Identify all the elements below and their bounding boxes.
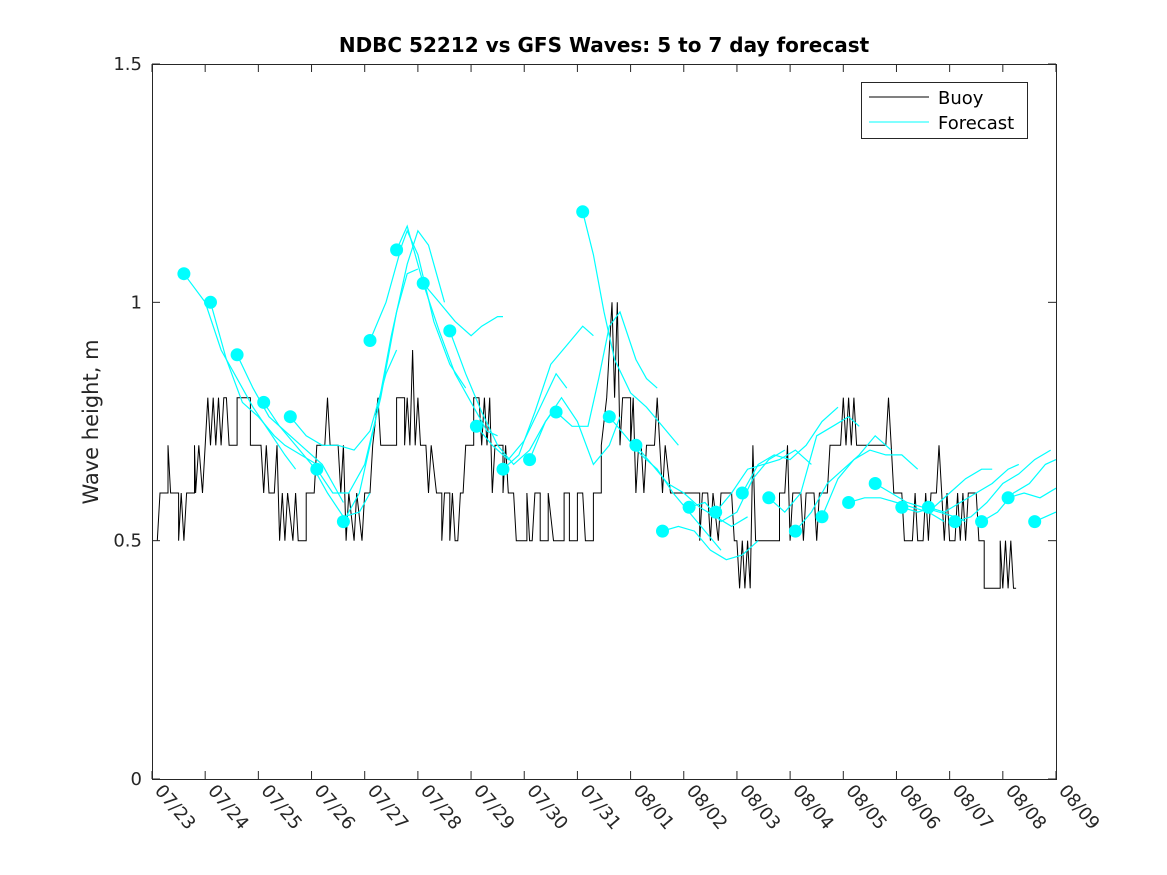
forecast-line-10 bbox=[449, 330, 557, 466]
forecast-start-point-17 bbox=[629, 438, 643, 452]
forecast-start-point-1 bbox=[204, 295, 217, 309]
x-tick-label-7: 07/30 bbox=[522, 781, 571, 834]
x-tick-label-6: 07/29 bbox=[469, 781, 518, 834]
plot-frame bbox=[152, 64, 1057, 780]
forecast-line-15 bbox=[582, 211, 679, 446]
forecast-line-20 bbox=[715, 449, 812, 513]
forecast-start-point-5 bbox=[310, 462, 324, 476]
buoy-series bbox=[156, 302, 1017, 589]
forecast-start-point-0 bbox=[177, 267, 191, 281]
forecast-line-28 bbox=[928, 463, 1020, 513]
forecast-line-6 bbox=[342, 229, 446, 522]
x-tick-label-9: 08/01 bbox=[629, 781, 678, 834]
forecast-line-23 bbox=[794, 434, 892, 532]
x-tick-label-3: 07/26 bbox=[310, 781, 359, 834]
forecast-line-0 bbox=[183, 273, 297, 470]
x-tick-label-10: 08/02 bbox=[682, 781, 731, 834]
forecast-line-21 bbox=[741, 406, 839, 494]
x-tick-label-14: 08/06 bbox=[895, 781, 944, 834]
forecast-line-22 bbox=[768, 415, 860, 513]
legend-box bbox=[861, 82, 1028, 139]
forecast-start-point-26 bbox=[868, 477, 882, 490]
forecast-start-point-29 bbox=[948, 515, 962, 529]
forecast-start-point-24 bbox=[815, 510, 829, 524]
forecast-line-12 bbox=[502, 325, 594, 470]
legend-entry-forecast: Forecast bbox=[938, 113, 1014, 134]
forecast-line-14 bbox=[555, 310, 658, 427]
forecast-start-point-2 bbox=[230, 348, 244, 362]
forecast-line-2 bbox=[236, 354, 344, 503]
legend: Buoy Forecast bbox=[861, 82, 1028, 139]
forecast-line-7 bbox=[369, 229, 467, 389]
x-tick-label-5: 07/28 bbox=[416, 781, 465, 834]
y-tick-label-0: 0 bbox=[131, 769, 142, 790]
forecast-start-point-3 bbox=[257, 395, 271, 409]
forecast-start-point-18 bbox=[656, 524, 669, 538]
forecast-start-point-28 bbox=[921, 500, 935, 514]
forecast-start-point-14 bbox=[549, 405, 563, 419]
forecast-start-point-19 bbox=[682, 500, 696, 514]
forecast-start-point-6 bbox=[336, 515, 350, 529]
forecast-line-30 bbox=[981, 459, 1057, 523]
legend-entry-buoy: Buoy bbox=[938, 88, 984, 109]
forecast-start-point-12 bbox=[496, 462, 510, 476]
forecast-line-1 bbox=[209, 302, 318, 465]
x-tick-label-1: 07/24 bbox=[203, 781, 252, 834]
y-axis-label: Wave height, m bbox=[79, 339, 103, 504]
forecast-start-point-7 bbox=[363, 334, 377, 347]
x-tick-label-12: 08/04 bbox=[788, 781, 837, 834]
forecast-start-point-16 bbox=[602, 410, 616, 424]
x-tick-label-17: 08/09 bbox=[1054, 781, 1103, 834]
forecast-line-19 bbox=[688, 449, 786, 523]
forecast-line-13 bbox=[529, 396, 621, 466]
forecast-start-point-13 bbox=[523, 453, 537, 467]
y-tick-label-2: 1 bbox=[131, 292, 142, 313]
x-tick-label-16: 08/08 bbox=[1001, 781, 1050, 834]
forecast-start-point-31 bbox=[1001, 491, 1015, 505]
forecast-start-point-8 bbox=[390, 243, 404, 257]
forecast-line-17 bbox=[635, 444, 748, 528]
forecast-line-8 bbox=[396, 224, 498, 437]
forecast-start-point-15 bbox=[576, 205, 590, 219]
forecast-start-point-23 bbox=[788, 524, 802, 538]
x-tick-label-15: 08/07 bbox=[948, 781, 997, 834]
forecast-line-27 bbox=[901, 468, 993, 513]
x-tick-label-13: 08/05 bbox=[841, 781, 890, 834]
forecast-line-29 bbox=[954, 449, 1052, 523]
forecast-start-point-11 bbox=[469, 419, 483, 433]
y-tick-label-3: 1.5 bbox=[113, 54, 142, 75]
forecast-start-point-30 bbox=[975, 515, 989, 529]
forecast-start-point-22 bbox=[762, 491, 776, 505]
x-tick-label-0: 07/23 bbox=[150, 781, 199, 834]
forecast-start-point-32 bbox=[1028, 515, 1042, 529]
buoy-line-0 bbox=[156, 302, 1017, 589]
x-tick-label-11: 08/03 bbox=[735, 781, 784, 834]
forecast-start-point-21 bbox=[735, 486, 749, 500]
forecast-start-point-20 bbox=[709, 505, 723, 519]
forecast-line-9 bbox=[422, 282, 503, 337]
y-tick-label-1: 0.5 bbox=[113, 531, 142, 552]
forecast-start-point-27 bbox=[895, 500, 909, 514]
forecast-line-18 bbox=[662, 525, 759, 561]
forecast-line-31 bbox=[1007, 487, 1057, 499]
forecast-series-group bbox=[177, 205, 1057, 561]
chart-title: NDBC 52212 vs GFS Waves: 5 to 7 day fore… bbox=[339, 33, 870, 57]
x-tick-label-2: 07/25 bbox=[257, 781, 306, 834]
forecast-line-24 bbox=[821, 449, 919, 518]
x-tick-label-4: 07/27 bbox=[363, 781, 412, 834]
x-tick-label-8: 07/31 bbox=[576, 781, 625, 834]
forecast-start-point-25 bbox=[842, 496, 856, 509]
forecast-start-point-10 bbox=[443, 324, 457, 338]
forecast-start-point-9 bbox=[416, 276, 430, 290]
forecast-line-3 bbox=[263, 402, 371, 518]
forecast-start-point-4 bbox=[283, 410, 297, 424]
